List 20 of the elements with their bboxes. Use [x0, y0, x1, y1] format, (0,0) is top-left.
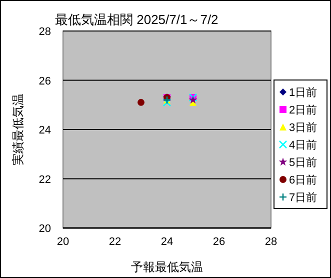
x-tick-label: 20	[56, 236, 70, 248]
legend-label: 5日前	[289, 157, 318, 169]
y-tick-label: 20	[38, 223, 51, 235]
legend-label: 7日前	[289, 192, 318, 204]
x-axis-title: 予報最低気温	[131, 260, 203, 274]
y-axis-title: 実績最低気温	[11, 94, 25, 166]
legend-label: 3日前	[289, 122, 318, 134]
chart-title: 最低気温相関 2025/7/1～7/2	[55, 12, 218, 27]
y-tick-label: 28	[38, 26, 51, 38]
legend-label: 2日前	[289, 104, 318, 116]
y-tick-label: 24	[38, 124, 51, 136]
y-tick-label: 26	[38, 75, 51, 88]
legend-label: 1日前	[289, 87, 318, 99]
legend-label: 6日前	[289, 174, 318, 186]
x-tick-label: 26	[212, 236, 226, 248]
y-tick-label: 22	[38, 174, 51, 186]
x-tick-label: 22	[108, 236, 122, 248]
legend-label: 4日前	[289, 140, 318, 152]
x-tick-label: 28	[264, 236, 278, 248]
x-tick-label: 24	[160, 236, 174, 248]
